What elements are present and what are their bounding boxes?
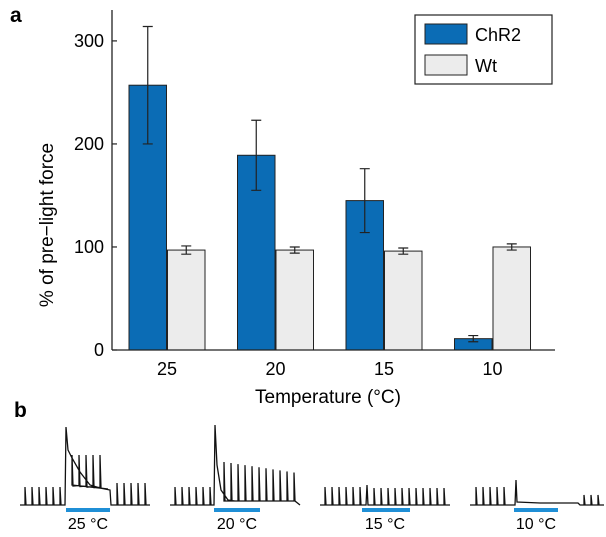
trace-group: 15 °C <box>320 484 450 533</box>
bar-wt-25 <box>167 249 206 351</box>
error-bar-wt-25 <box>181 245 192 255</box>
panel-b-letter: b <box>14 399 27 422</box>
error-bars-group <box>142 25 517 343</box>
legend-label-wt: Wt <box>475 56 497 76</box>
trace-label-10c: 10 °C <box>516 516 556 533</box>
trace-group: 10 °C <box>470 479 604 533</box>
x-ticks-group: 25 20 15 10 <box>157 345 503 379</box>
legend-swatch-wt <box>424 54 468 76</box>
y-axis-title: % of pre−light force <box>37 143 58 307</box>
trace-label-15c: 15 °C <box>365 516 405 533</box>
trace-label-25c: 25 °C <box>68 516 108 533</box>
force-trace-25c <box>20 426 150 506</box>
force-traces: 25 °C 20 °C 15 °C 10 °C <box>20 424 604 533</box>
legend-label-chr2: ChR2 <box>475 25 521 45</box>
legend-swatch-chr2 <box>424 23 468 45</box>
x-tick-label: 20 <box>265 359 285 379</box>
trace-group: 25 °C <box>20 426 150 533</box>
force-trace-15c <box>320 484 450 506</box>
x-tick-label: 15 <box>374 359 394 379</box>
x-axis-title: Temperature (°C) <box>255 387 401 408</box>
legend: ChR2 Wt <box>414 14 553 85</box>
error-bar-chr2-15 <box>359 168 370 234</box>
bars-group <box>128 84 531 351</box>
x-tick-label: 25 <box>157 359 177 379</box>
error-bar-wt-20 <box>289 246 300 254</box>
y-tick-label: 300 <box>74 31 104 51</box>
trace-label-20c: 20 °C <box>217 516 257 533</box>
bar-wt-15 <box>384 250 423 351</box>
error-bar-wt-10 <box>506 243 517 251</box>
x-tick-label: 10 <box>482 359 502 379</box>
error-bar-chr2-25 <box>142 25 153 145</box>
bar-chart: 0 100 200 300 25 20 15 10 % of pre−light force… <box>37 10 555 408</box>
bar-wt-10 <box>492 246 531 351</box>
force-trace-10c <box>470 479 604 506</box>
y-tick-label: 0 <box>94 340 104 360</box>
force-trace-20c <box>170 424 301 506</box>
trace-group: 20 °C <box>170 424 301 533</box>
error-bar-wt-15 <box>398 247 409 255</box>
bar-wt-20 <box>275 249 314 351</box>
error-bar-chr2-20 <box>251 119 262 191</box>
y-ticks-group: 0 100 200 300 <box>74 31 117 360</box>
y-tick-label: 100 <box>74 237 104 257</box>
panel-a-letter: a <box>10 4 22 27</box>
error-bar-chr2-10 <box>468 334 479 343</box>
y-tick-label: 200 <box>74 134 104 154</box>
